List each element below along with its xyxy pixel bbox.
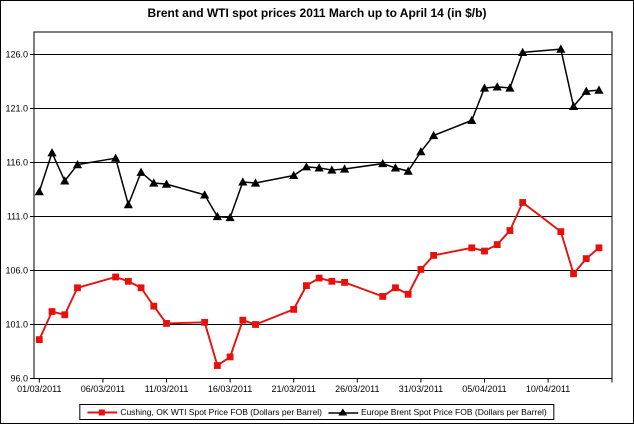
wti-data-point-marker <box>404 290 412 298</box>
wti-data-point-marker <box>493 241 501 248</box>
x-tick-label: 11/03/2011 <box>145 384 189 394</box>
wti-data-point-marker <box>417 266 425 273</box>
brent-data-point-marker <box>505 83 515 92</box>
wti-data-point-marker <box>557 228 565 236</box>
y-tick-label: 111.0 <box>7 212 28 222</box>
brent-data-point-marker <box>111 153 121 162</box>
brent-data-point-marker <box>34 187 44 196</box>
series-line <box>38 48 600 219</box>
wti-data-point-marker <box>392 284 399 292</box>
x-tick-label: 10/04/2011 <box>526 384 570 394</box>
wti-data-point-marker <box>570 270 577 278</box>
y-tick-label: 121.0 <box>5 104 28 114</box>
brent-data-point-marker <box>238 177 248 186</box>
brent-data-point-marker <box>429 130 439 140</box>
y-tick-label: 116.0 <box>6 158 28 168</box>
x-tick-label: 06/03/2011 <box>81 384 125 394</box>
brent-line-triangle-marker-icon <box>328 408 359 415</box>
wti-data-point-marker <box>150 302 158 310</box>
wti-line-square-marker-icon <box>87 409 118 415</box>
legend-label-wti: Cushing, OK WTI Spot Price FOB (Dollars … <box>120 407 323 417</box>
wti-data-point-marker <box>252 321 259 328</box>
brent-data-point-marker <box>149 178 159 187</box>
brent-data-point-marker <box>594 85 604 94</box>
brent-data-point-marker <box>161 179 172 188</box>
brent-data-point-marker <box>403 166 413 175</box>
brent-data-point-marker <box>378 158 388 168</box>
wti-data-point-marker <box>137 284 145 292</box>
wti-data-point-marker <box>379 293 387 300</box>
x-tick-label: 21/03/2011 <box>272 384 316 394</box>
wti-data-point-marker <box>290 305 298 313</box>
wti-data-point-marker <box>35 336 43 344</box>
wti-data-point-marker <box>48 308 56 315</box>
wti-data-point-marker <box>506 227 514 234</box>
brent-data-point-marker <box>479 83 490 92</box>
wti-data-point-marker <box>201 318 209 326</box>
x-tick-label: 16/03/2011 <box>208 384 252 394</box>
wti-data-point-marker <box>582 255 590 263</box>
legend-item-wti: Cushing, OK WTI Spot Price FOB (Dollars … <box>87 407 322 417</box>
brent-data-point-marker <box>301 162 312 171</box>
brent-data-point-marker <box>390 163 401 172</box>
brent-data-point-marker <box>212 211 222 221</box>
brent-data-point-marker <box>47 148 57 157</box>
brent-data-point-marker <box>416 147 426 156</box>
wti-data-point-marker <box>328 277 336 285</box>
brent-data-point-marker <box>581 86 591 95</box>
brent-data-point-marker <box>314 163 324 172</box>
brent-data-point-marker <box>467 115 477 124</box>
wti-data-point-marker <box>61 311 69 319</box>
chart-legend: Cushing, OK WTI Spot Price FOB (Dollars … <box>79 404 555 420</box>
brent-data-point-marker <box>518 47 528 56</box>
brent-data-point-marker <box>225 212 235 222</box>
x-tick-label: 26/03/2011 <box>335 384 379 394</box>
wti-data-point-marker <box>163 320 170 327</box>
brent-data-point-marker <box>289 170 299 180</box>
brent-data-point-marker <box>327 165 337 174</box>
brent-data-point-marker <box>136 167 146 176</box>
wti-data-point-marker <box>595 244 603 252</box>
brent-data-point-marker <box>72 160 83 169</box>
wti-data-point-marker <box>519 199 527 206</box>
wti-data-point-marker <box>303 282 310 290</box>
brent-data-point-marker <box>492 82 502 91</box>
wti-data-point-marker <box>226 353 234 361</box>
wti-data-point-marker <box>481 247 488 255</box>
brent-data-point-marker <box>556 44 566 53</box>
series-line <box>38 201 600 367</box>
wti-data-point-marker <box>239 316 247 324</box>
brent-data-point-marker <box>568 101 579 110</box>
y-tick-label: 126.0 <box>5 50 28 60</box>
x-tick-label: 01/03/2011 <box>17 384 61 394</box>
wti-data-point-marker <box>74 284 81 292</box>
y-tick-label: 106.0 <box>5 266 28 276</box>
wti-data-point-marker <box>213 362 221 369</box>
brent-data-point-marker <box>200 190 210 199</box>
wti-data-point-marker <box>315 274 323 282</box>
brent-data-point-marker <box>123 200 133 209</box>
wti-data-point-marker <box>341 278 348 286</box>
x-tick-label: 05/04/2011 <box>462 384 506 394</box>
wti-data-point-marker <box>468 244 476 252</box>
y-tick-label: 96.0 <box>10 374 28 384</box>
x-tick-label: 31/03/2011 <box>399 384 443 394</box>
legend-label-brent: Europe Brent Spot Price FOB (Dollars per… <box>361 407 547 417</box>
legend-item-brent: Europe Brent Spot Price FOB (Dollars per… <box>328 407 547 417</box>
brent-data-point-marker <box>339 164 350 173</box>
brent-data-point-marker <box>60 176 70 185</box>
wti-data-point-marker <box>124 277 132 285</box>
chart-title: Brent and WTI spot prices 2011 March up … <box>147 6 487 20</box>
wti-data-point-marker <box>112 273 120 281</box>
y-tick-label: 101.0 <box>5 320 28 330</box>
brent-data-point-marker <box>250 178 261 187</box>
wti-data-point-marker <box>430 251 438 259</box>
